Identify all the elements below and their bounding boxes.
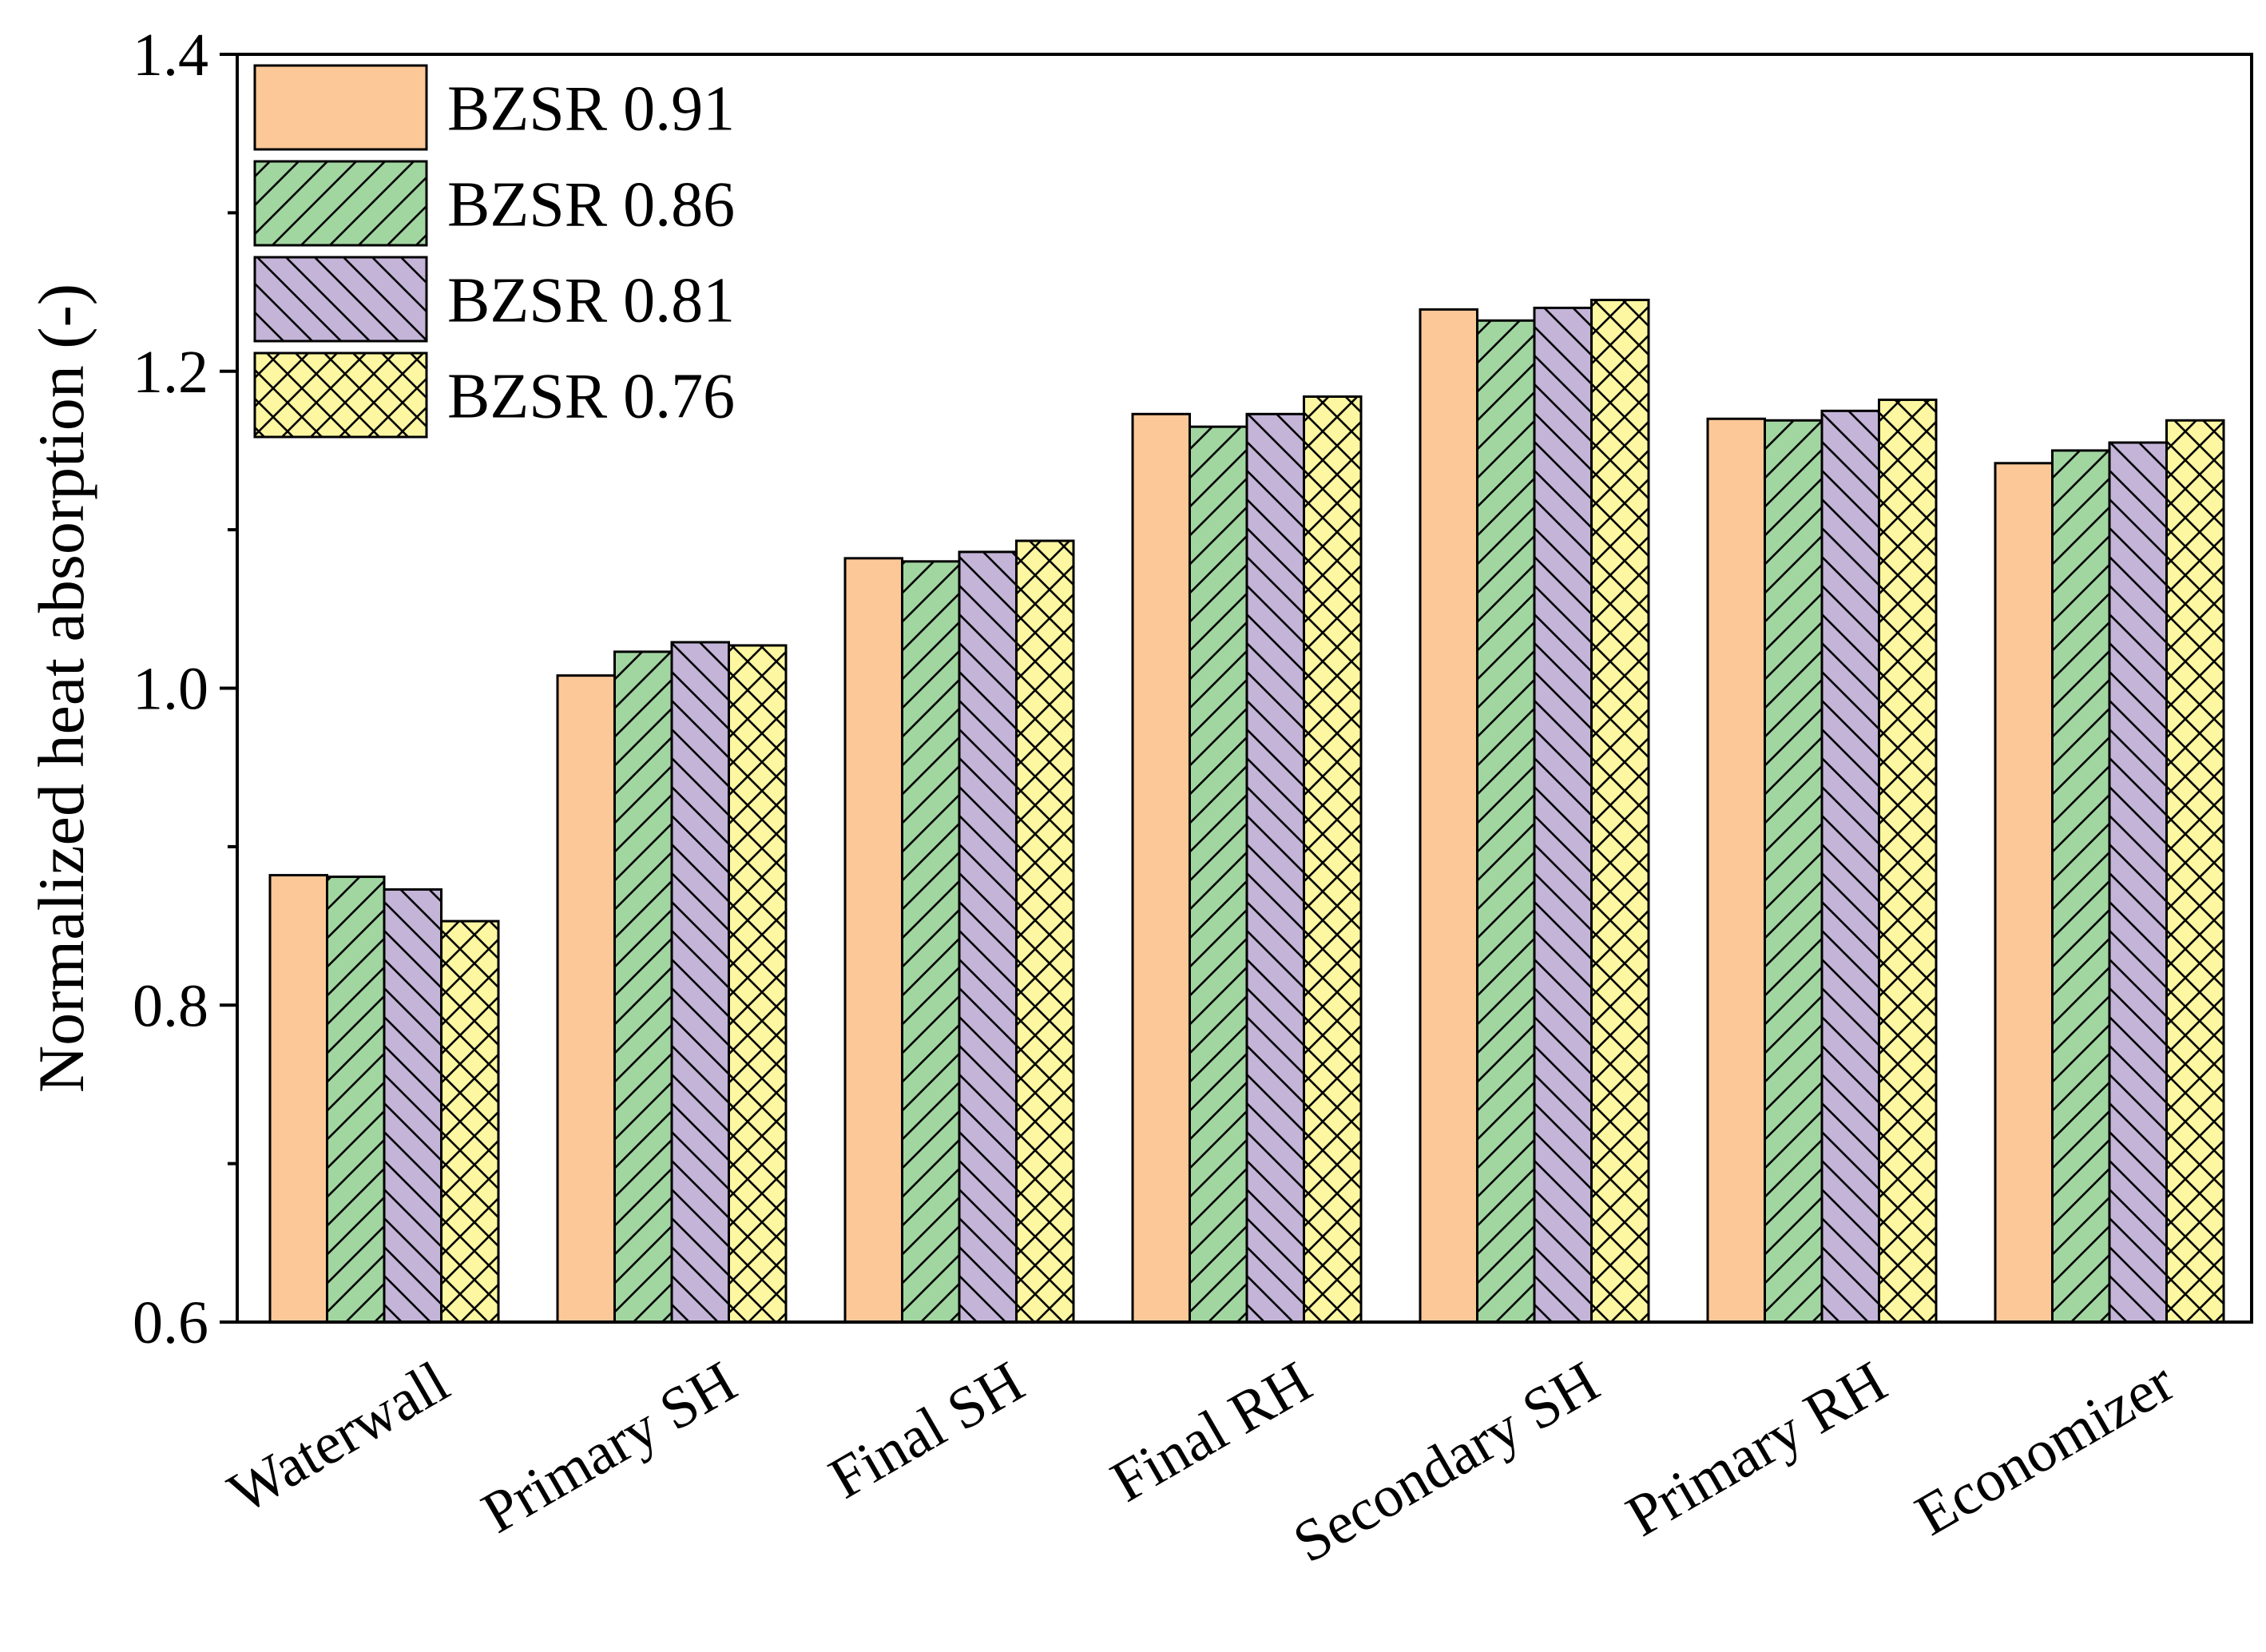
x-tick-label-waterwall: Waterwall (218, 1349, 460, 1527)
bar-primary-rh-bzsr-0-76 (1878, 398, 1938, 1324)
bar-economizer-bzsr-0-76 (2165, 419, 2225, 1324)
bar-waterwall-bzsr-0-81 (383, 888, 442, 1324)
bar-primary-sh-bzsr-0-86 (613, 650, 673, 1324)
bar-final-sh-bzsr-0-91 (843, 557, 903, 1324)
legend-label-bzsr-0-76: BZSR 0.76 (447, 362, 735, 432)
bar-primary-rh-bzsr-0-86 (1764, 419, 1824, 1324)
y-tick-label-0-8: 0.8 (133, 972, 208, 1039)
bar-final-rh-bzsr-0-76 (1303, 395, 1363, 1324)
y-tick-label-0-6: 0.6 (133, 1289, 208, 1356)
bars-layer (268, 298, 2225, 1324)
bar-waterwall-bzsr-0-86 (326, 876, 386, 1324)
y-tick-label-1-2: 1.2 (133, 339, 208, 406)
bar-final-rh-bzsr-0-91 (1131, 412, 1191, 1324)
y-tick-label-1-0: 1.0 (133, 656, 208, 723)
bar-final-rh-bzsr-0-81 (1245, 412, 1305, 1324)
legend-swatch-bzsr-0-81 (253, 256, 428, 343)
x-tick-label-final-rh: Final RH (1101, 1349, 1323, 1515)
bar-final-sh-bzsr-0-81 (958, 550, 1018, 1324)
bar-waterwall-bzsr-0-91 (268, 874, 328, 1324)
x-tick-label-final-sh: Final SH (819, 1349, 1035, 1512)
bar-economizer-bzsr-0-86 (2051, 449, 2111, 1324)
y-axis-title: Normalized heat absorption (-) (25, 284, 97, 1093)
bar-secondary-sh-bzsr-0-91 (1419, 308, 1478, 1324)
bar-primary-rh-bzsr-0-91 (1706, 417, 1766, 1324)
bar-final-sh-bzsr-0-86 (901, 560, 961, 1324)
legend: BZSR 0.91 BZSR 0.86 BZSR 0.81 BZSR 0.76 (253, 64, 735, 439)
bar-secondary-sh-bzsr-0-76 (1590, 298, 1650, 1324)
bar-economizer-bzsr-0-91 (1994, 462, 2054, 1324)
bar-primary-rh-bzsr-0-81 (1820, 409, 1880, 1324)
x-tick-label-primary-rh: Primary RH (1616, 1349, 1898, 1550)
legend-label-bzsr-0-91: BZSR 0.91 (447, 74, 735, 145)
x-tick-label-primary-sh: Primary SH (471, 1349, 747, 1547)
bar-final-rh-bzsr-0-86 (1189, 425, 1248, 1324)
bar-waterwall-bzsr-0-76 (440, 919, 500, 1324)
legend-swatch-bzsr-0-76 (253, 351, 428, 439)
bar-secondary-sh-bzsr-0-86 (1476, 319, 1536, 1324)
y-tick-label-1-4: 1.4 (133, 22, 208, 89)
bar-secondary-sh-bzsr-0-81 (1533, 306, 1593, 1324)
legend-swatch-bzsr-0-91 (253, 64, 428, 151)
bar-primary-sh-bzsr-0-76 (728, 644, 788, 1324)
legend-label-bzsr-0-81: BZSR 0.81 (447, 266, 735, 336)
bar-primary-sh-bzsr-0-81 (670, 641, 730, 1324)
legend-label-bzsr-0-86: BZSR 0.86 (447, 170, 735, 240)
legend-swatch-bzsr-0-86 (253, 160, 428, 247)
bar-economizer-bzsr-0-81 (2108, 441, 2168, 1324)
bar-final-sh-bzsr-0-76 (1015, 539, 1075, 1324)
x-tick-label-economizer: Economizer (1905, 1349, 2185, 1549)
bar-primary-sh-bzsr-0-91 (556, 674, 616, 1324)
x-tick-label-secondary-sh: Secondary SH (1283, 1349, 1609, 1576)
